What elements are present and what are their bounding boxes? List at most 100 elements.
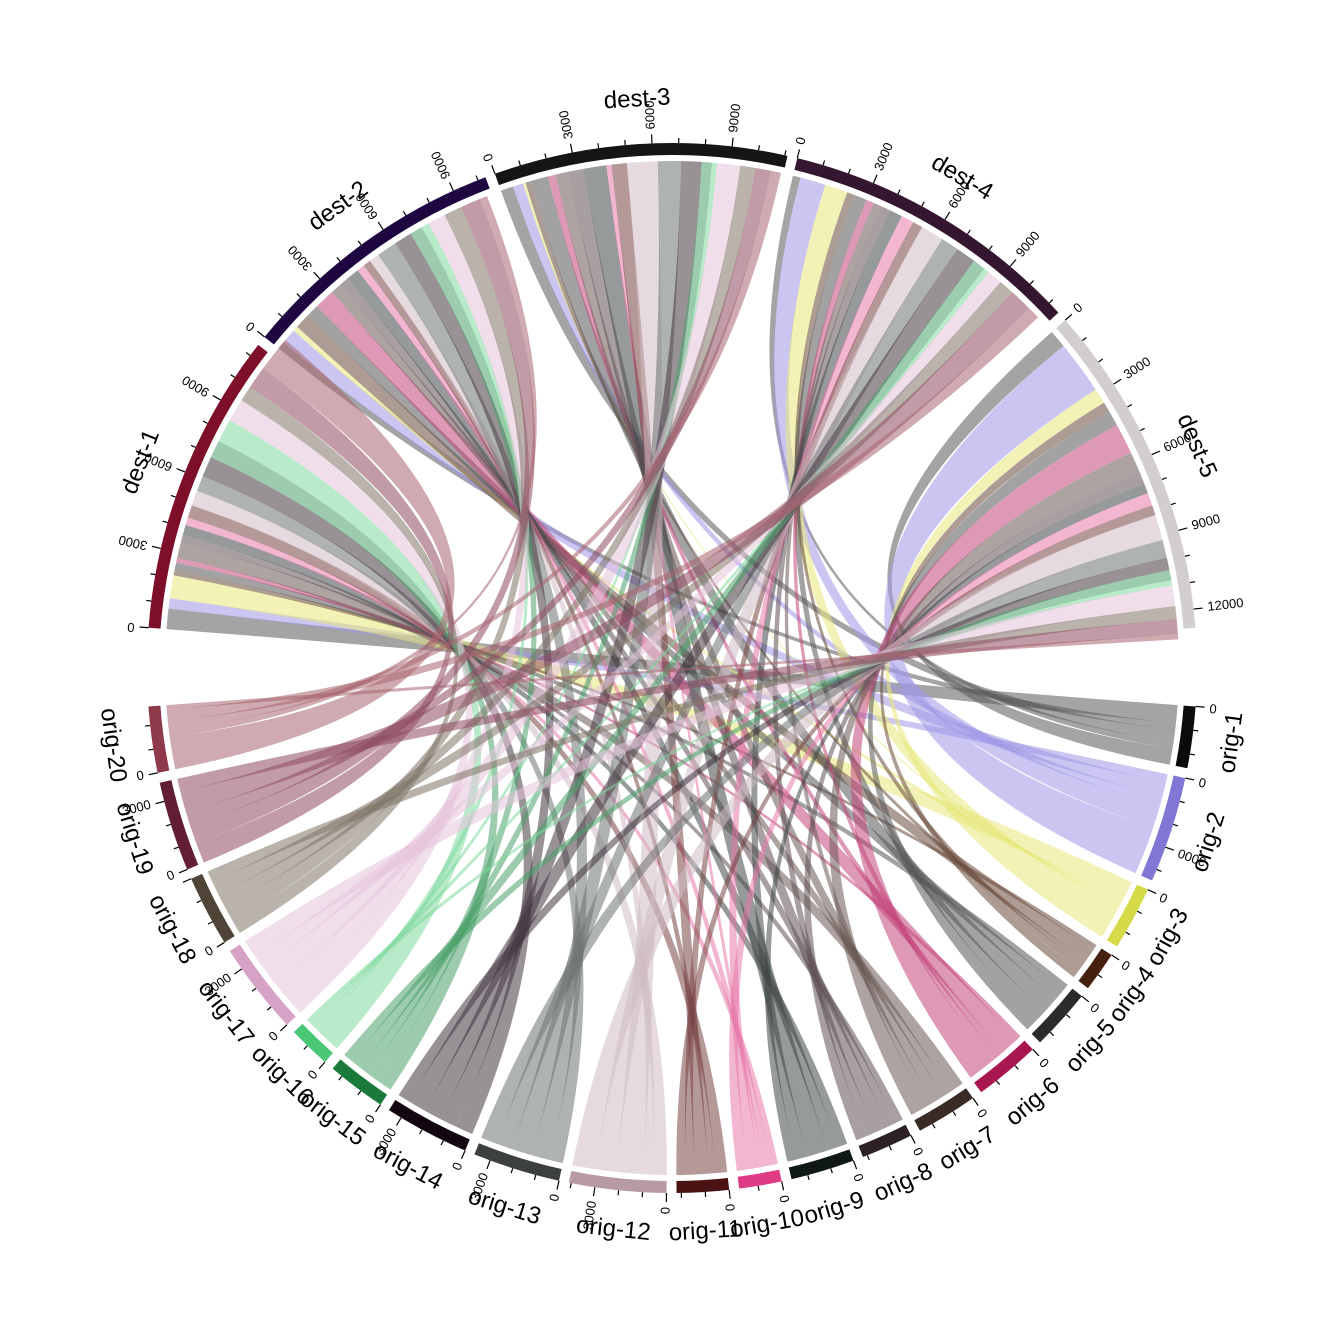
dest-tick-label-dest-2: 0 [243,319,258,335]
ribbon-orig-8-dest-5 [804,471,1145,1141]
orig-tick-orig-2 [1156,868,1162,872]
ribbon-orig-8-dest-4 [772,206,891,1136]
dest-tick-dest-1 [139,626,149,629]
orig-tick-orig-5 [1065,1014,1071,1019]
orig-tick-orig-12 [592,1187,596,1197]
orig-track-orig-6 [974,1040,1033,1093]
orig-tick-orig-17 [251,987,257,992]
ribbon-orig-9-dest-3 [583,165,828,1157]
orig-tick-orig-7 [972,1097,979,1106]
orig-tick-orig-13 [556,1180,560,1190]
ribbon-orig-19-dest-2 [190,198,536,844]
orig-tick-orig-12 [569,1183,572,1189]
orig-tick-label-orig-7: 0 [974,1106,990,1121]
orig-tick-orig-19 [173,846,179,850]
ribbon-orig-13-dest-4 [496,239,958,1149]
orig-tick-orig-16 [318,1061,326,1070]
ribbon-orig-15-dest-1 [210,440,499,1090]
dest-tick-label-dest-3: 0 [480,152,497,164]
orig-tick-orig-11 [728,1189,731,1199]
orig-tick-orig-17 [266,1006,272,1011]
orig-tick-orig-3 [1125,931,1131,936]
dest-tick-dest-3 [784,150,787,156]
orig-tick-orig-15 [357,1090,362,1096]
orig-tick-orig-15 [338,1075,343,1081]
orig-track-orig-20 [148,705,170,773]
orig-tick-label-orig-14: 0 [449,1160,466,1173]
orig-tick-orig-14 [419,1129,423,1135]
ribbon-orig-19-dest-1 [196,368,454,863]
orig-tick-orig-13 [486,1160,491,1170]
orig-tick-orig-7 [952,1111,957,1116]
orig-track-orig-8 [858,1124,912,1158]
orig-tick-orig-19 [155,800,165,805]
orig-track-orig-16 [293,1023,333,1062]
dest-tick-dest-3 [757,145,761,151]
dest-tick-label-dest-2: 9000 [428,149,454,182]
ribbon-orig-13-dest-2 [378,243,588,1160]
orig-tick-orig-19 [165,823,172,827]
orig-tick-label-orig-12: 0 [658,1207,673,1214]
ribbon-orig-11-dest-3 [611,163,709,1175]
orig-label-orig-6: orig-6 [1000,1072,1064,1132]
orig-track-orig-4 [1078,948,1112,989]
ribbon-orig-12-dest-1 [191,490,667,1175]
dest-tick-dest-1 [170,494,176,498]
dest-track-dest-4 [794,158,1059,321]
orig-track-orig-18 [191,873,235,943]
ribbon-orig-5-dest-2 [307,306,1064,1000]
dest-tick-label-dest-4: 0 [792,136,808,147]
dest-tick-dest-1 [202,420,208,424]
ribbon-orig-2-dest-1 [168,598,1168,784]
dest-tick-dest-5 [1184,554,1190,557]
dest-tick-dest-5 [1189,581,1196,584]
dest-tick-label-dest-5: 9000 [1190,511,1222,533]
orig-tick-label-orig-11: 0 [722,1203,738,1212]
dest-tick-dest-5 [1098,358,1103,363]
dest-track-dest-5 [1056,320,1196,629]
orig-tick-orig-2 [1172,823,1179,827]
dest-tick-dest-4 [1048,298,1054,304]
orig-track-orig-7 [914,1088,974,1131]
dest-tick-dest-3 [491,165,496,174]
orig-track-orig-2 [1141,775,1186,881]
orig-track-orig-5 [1031,988,1082,1043]
dest-tick-dest-4 [796,149,801,159]
dest-tick-dest-5 [1178,527,1188,531]
dest-tick-dest-1 [151,545,161,550]
ribbon-orig-14-dest-4 [408,248,975,1111]
orig-tick-orig-9 [830,1168,833,1174]
ribbon-orig-4-dest-5 [880,402,1110,978]
ribbon-orig-6-dest-5 [850,424,1131,1078]
orig-tick-label-orig-9: 0 [850,1172,867,1184]
orig-label-orig-7: orig-7 [934,1121,1000,1176]
ribbon-orig-11-dest-4 [684,222,923,1175]
orig-tick-orig-14 [395,1117,402,1126]
dest-tick-dest-5 [1127,403,1133,408]
dest-tick-dest-5 [1139,427,1145,432]
dest-tick-dest-5 [1170,502,1176,506]
orig-tick-orig-1 [1195,705,1205,708]
orig-track-orig-3 [1106,884,1148,947]
dest-tick-dest-4 [967,229,971,235]
dest-tick-label-dest-1: 3000 [117,532,149,553]
dest-tick-dest-2 [449,182,454,191]
dest-tick-dest-1 [190,444,196,448]
orig-tick-orig-2 [1165,846,1175,851]
orig-tick-orig-9 [852,1160,858,1170]
dest-tick-dest-5 [1161,477,1167,480]
dest-tick-dest-3 [597,143,600,149]
orig-tick-label-orig-20: 0 [135,767,145,783]
dest-tick-dest-1 [150,573,156,576]
dest-tick-dest-2 [296,293,301,298]
orig-tick-label-orig-3: 0 [1157,890,1170,907]
orig-tick-orig-12 [617,1190,620,1196]
orig-label-orig-11: orig-11 [668,1215,742,1246]
dest-tick-dest-1 [245,352,251,356]
dest-tick-dest-4 [1009,259,1017,267]
orig-label-orig-4: orig-4 [1103,961,1161,1027]
dest-tick-dest-4 [944,211,951,220]
dest-tick-label-dest-4: 9000 [1013,228,1043,260]
dest-tick-label-dest-3: 6000 [642,100,658,129]
dest-tick-label-dest-1: 0 [127,620,135,636]
